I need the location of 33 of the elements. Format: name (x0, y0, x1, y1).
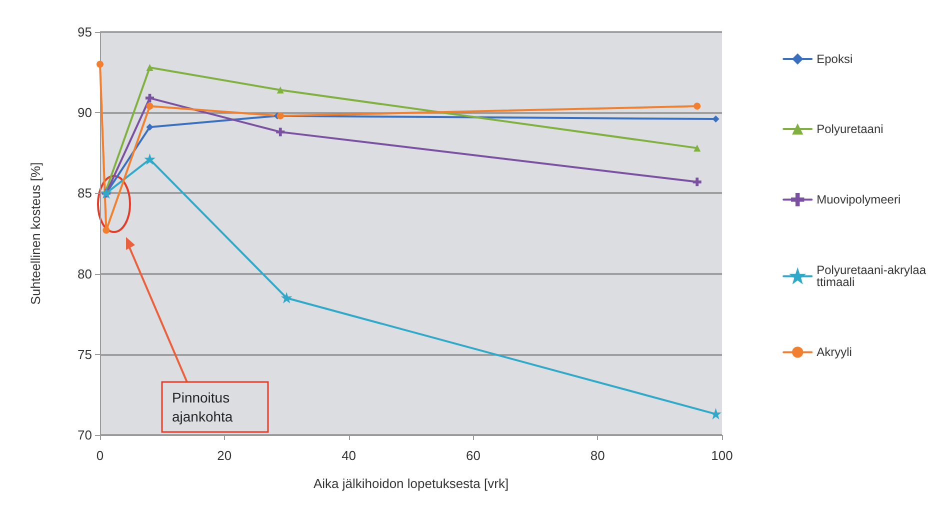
x-tick-label: 100 (711, 448, 733, 463)
point (276, 86, 284, 94)
point (102, 226, 110, 234)
x-tick-label: 60 (466, 448, 480, 463)
point (692, 178, 702, 186)
point (146, 94, 154, 102)
legend-label: Polyuretaani-akrylaattimaali (816, 263, 926, 290)
y-tick-label: 70 (78, 428, 92, 442)
x-axis-title: Aika jälkihoidon lopetuksesta [vrk] (313, 476, 509, 491)
legend-label: Akryyli (816, 345, 852, 360)
x-tick-label: 0 (96, 448, 104, 463)
point (694, 144, 701, 152)
y-tick-label: 80 (78, 266, 92, 282)
y-tick-label: 95 (78, 24, 92, 40)
point (146, 102, 154, 110)
x-tick-label: 20 (217, 448, 232, 463)
annotation: Pinnoitus ajankohta (172, 390, 234, 424)
legend-label: Muovipolymeeri (816, 192, 901, 207)
point (694, 102, 701, 110)
x-tick-label: 80 (590, 448, 605, 463)
point (276, 128, 285, 136)
y-tick-label: 90 (78, 105, 92, 120)
legend-label: Epoksi (816, 52, 853, 66)
point (96, 60, 104, 68)
y-tick-label: 75 (78, 346, 92, 362)
y-tick-label: 85 (78, 186, 92, 201)
point (146, 64, 154, 71)
point (276, 112, 284, 120)
point (146, 124, 154, 131)
y-axis-title: Suhteellinen kosteus [%] (28, 162, 43, 305)
x-tick-label: 40 (342, 448, 356, 463)
legend-label: Polyuretaani (816, 122, 884, 136)
point (712, 116, 720, 123)
